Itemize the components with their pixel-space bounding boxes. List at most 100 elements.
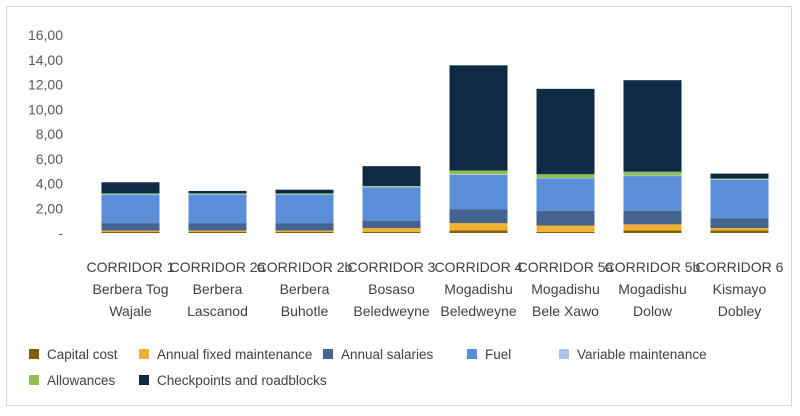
bar-segment xyxy=(188,194,247,224)
bar-segment xyxy=(536,210,595,226)
bar-segment xyxy=(449,65,508,171)
legend-label: Annual fixed maintenance xyxy=(157,346,313,362)
bar-segment xyxy=(101,193,160,195)
bar-segment xyxy=(710,179,769,219)
bar-segment xyxy=(449,209,508,224)
bar-segment xyxy=(188,193,247,195)
legend-swatch xyxy=(559,349,569,359)
x-category-label: Berbera Tog xyxy=(92,281,168,297)
bar-segment xyxy=(101,230,160,232)
bar-segment xyxy=(536,178,595,211)
x-category-label: Beledweyne xyxy=(353,303,429,319)
bar-segment xyxy=(362,186,421,188)
y-tick-label: 10,00 xyxy=(28,101,63,117)
x-category-label: Bele Xawo xyxy=(532,303,599,319)
bar-segment xyxy=(449,174,508,210)
x-category-label: Berbera xyxy=(280,281,330,297)
y-tick-label: 4,00 xyxy=(36,176,63,192)
legend-label: Checkpoints and roadblocks xyxy=(157,372,327,388)
legend-item: Allowances xyxy=(29,371,115,389)
bar-segment xyxy=(449,174,508,175)
bar-segment xyxy=(275,194,334,224)
bar-segment xyxy=(362,187,421,221)
bar-segment xyxy=(101,231,160,233)
bars xyxy=(101,65,769,233)
x-category-label: CORRIDOR 3 xyxy=(348,259,436,275)
legend-swatch xyxy=(29,375,39,385)
bar-segment xyxy=(362,185,421,187)
bar-segment xyxy=(188,230,247,232)
legend-swatch xyxy=(139,375,149,385)
y-tick-label: 6,00 xyxy=(36,151,63,167)
legend-item: Annual salaries xyxy=(323,345,433,363)
x-category-label: CORRIDOR 1 xyxy=(87,259,175,275)
bar-segment xyxy=(536,88,595,175)
bar-segment xyxy=(362,231,421,233)
bar-segment xyxy=(623,230,682,233)
x-category-label: Berbera xyxy=(193,281,243,297)
bar-segment xyxy=(623,210,682,225)
y-tick-label: 8,00 xyxy=(36,126,63,142)
legend-item: Variable maintenance xyxy=(559,345,707,363)
bar-segment xyxy=(623,171,682,176)
bar-segment xyxy=(623,175,682,177)
x-category-label: Dolow xyxy=(633,303,673,319)
chart-frame: - 2,00 4,00 6,00 8,00 10,00 12,00 14,00 16,00 CO… xyxy=(6,6,792,406)
bar-segment xyxy=(536,225,595,232)
legend-swatch xyxy=(467,349,477,359)
x-category-label: Wajale xyxy=(109,303,151,319)
bar-segment xyxy=(101,194,160,224)
bar-segment xyxy=(188,231,247,233)
x-category-label: CORRIDOR 2a xyxy=(170,259,266,275)
x-category-label: Bosaso xyxy=(368,281,415,297)
y-tick-label: 12,00 xyxy=(28,77,63,93)
bar-segment xyxy=(710,173,769,179)
x-category-label: CORRIDOR 5b xyxy=(605,259,701,275)
x-category-label: Dobley xyxy=(718,303,762,319)
bar-segment xyxy=(362,220,421,229)
bar-segment xyxy=(275,193,334,195)
x-category-label: CORRIDOR 5a xyxy=(518,259,614,275)
y-tick-label: - xyxy=(58,225,63,241)
bar-segment xyxy=(275,189,334,194)
bar-segment xyxy=(101,182,160,194)
bar-segment xyxy=(188,223,247,231)
bar-segment xyxy=(188,194,247,195)
legend-label: Allowances xyxy=(47,372,116,388)
bar-segment xyxy=(623,80,682,172)
x-category-label: Kismayo xyxy=(713,281,767,297)
bar-segment xyxy=(710,179,769,180)
legend-label: Annual salaries xyxy=(341,346,434,362)
y-tick-label: 16,00 xyxy=(28,27,63,43)
legend-swatch xyxy=(29,349,39,359)
bar-segment xyxy=(449,230,508,233)
bar-segment xyxy=(362,166,421,186)
bar-segment xyxy=(710,218,769,229)
x-category-label: Beledweyne xyxy=(440,303,516,319)
y-tick-label: 14,00 xyxy=(28,52,63,68)
legend-item: Annual fixed maintenance xyxy=(139,345,312,363)
bar-segment xyxy=(623,176,682,211)
legend-item: Capital cost xyxy=(29,345,118,363)
bar-segment xyxy=(623,224,682,231)
x-category-label: CORRIDOR 2b xyxy=(257,259,353,275)
y-tick-label: 2,00 xyxy=(36,200,63,216)
x-category-label: CORRIDOR 6 xyxy=(696,259,784,275)
bar-segment xyxy=(101,194,160,195)
legend-label: Variable maintenance xyxy=(577,346,707,362)
bar-segment xyxy=(710,228,769,231)
bar-segment xyxy=(536,231,595,233)
bar-segment xyxy=(710,178,769,180)
bar-segment xyxy=(449,170,508,175)
x-category-label: Mogadishu xyxy=(531,281,600,297)
stacked-bar-chart: - 2,00 4,00 6,00 8,00 10,00 12,00 14,00 16,00 CO… xyxy=(28,27,784,319)
bar-segment xyxy=(710,230,769,233)
y-axis: - 2,00 4,00 6,00 8,00 10,00 12,00 14,00 16,00 xyxy=(28,27,63,241)
legend-label: Fuel xyxy=(485,346,512,362)
legend-item: Fuel xyxy=(467,345,511,363)
x-axis-labels: CORRIDOR 1 Berbera Tog Wajale CORRIDOR 2a Be… xyxy=(87,259,784,319)
x-category-label: Mogadishu xyxy=(618,281,687,297)
legend-label: Capital cost xyxy=(47,346,118,362)
bar-segment xyxy=(536,174,595,178)
bar-segment xyxy=(101,223,160,231)
